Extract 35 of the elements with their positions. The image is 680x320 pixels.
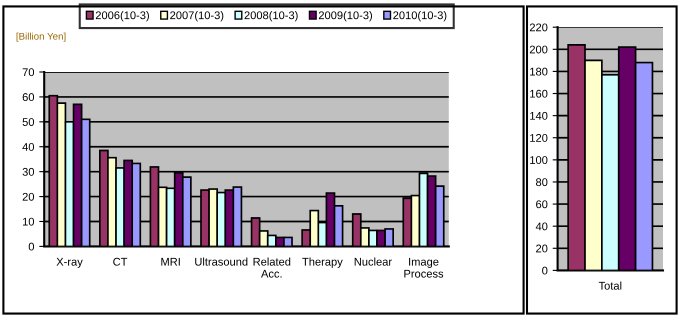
y-tick-label: 20 (22, 192, 34, 201)
y-tick-label: 80 (536, 178, 548, 186)
y-tick-label: 70 (22, 68, 34, 76)
y-tick-label: 160 (530, 90, 548, 98)
x-tick-label: MRI (161, 258, 180, 266)
x-tick-label: Nuclear (354, 258, 392, 266)
y-tick-label: 50 (22, 118, 34, 126)
x-tick-label: CT (113, 258, 128, 266)
y-tick-label: 0 (542, 266, 548, 275)
legend-label: 2006(10-3) (96, 11, 149, 22)
y-tick-label: 100 (530, 156, 548, 164)
legend-label: 2007(10-3) (170, 11, 224, 22)
y-tick-label: 0 (28, 242, 34, 251)
x-tick-label: Related Acc. (254, 258, 290, 278)
y-tick-label: 60 (536, 200, 548, 208)
y-tick-label: 10 (22, 218, 34, 226)
y-tick-label: 220 (530, 23, 548, 32)
x-tick-label: Image Process (404, 258, 444, 278)
x-tick-label: X-ray (56, 258, 83, 268)
legend-label: 2008(10-3) (244, 11, 298, 22)
y-tick-label: 40 (536, 222, 548, 230)
y-tick-label: 140 (530, 112, 548, 120)
y-axis-title: [Billion Yen] (16, 32, 66, 42)
y-tick-label: 200 (530, 46, 548, 54)
x-tick-label: Ultrasound (195, 258, 248, 266)
legend-label: 2010(10-3) (393, 11, 446, 22)
x-tick-label: Therapy (302, 258, 343, 268)
y-tick-label: 30 (22, 168, 34, 176)
y-tick-label: 60 (22, 93, 34, 102)
legend-label: 2009(10-3) (318, 11, 372, 22)
y-tick-label: 40 (22, 143, 34, 151)
x-tick-label: Total (598, 282, 622, 290)
y-tick-label: 120 (530, 134, 548, 142)
y-tick-label: 20 (536, 244, 548, 252)
y-tick-label: 180 (530, 68, 548, 76)
